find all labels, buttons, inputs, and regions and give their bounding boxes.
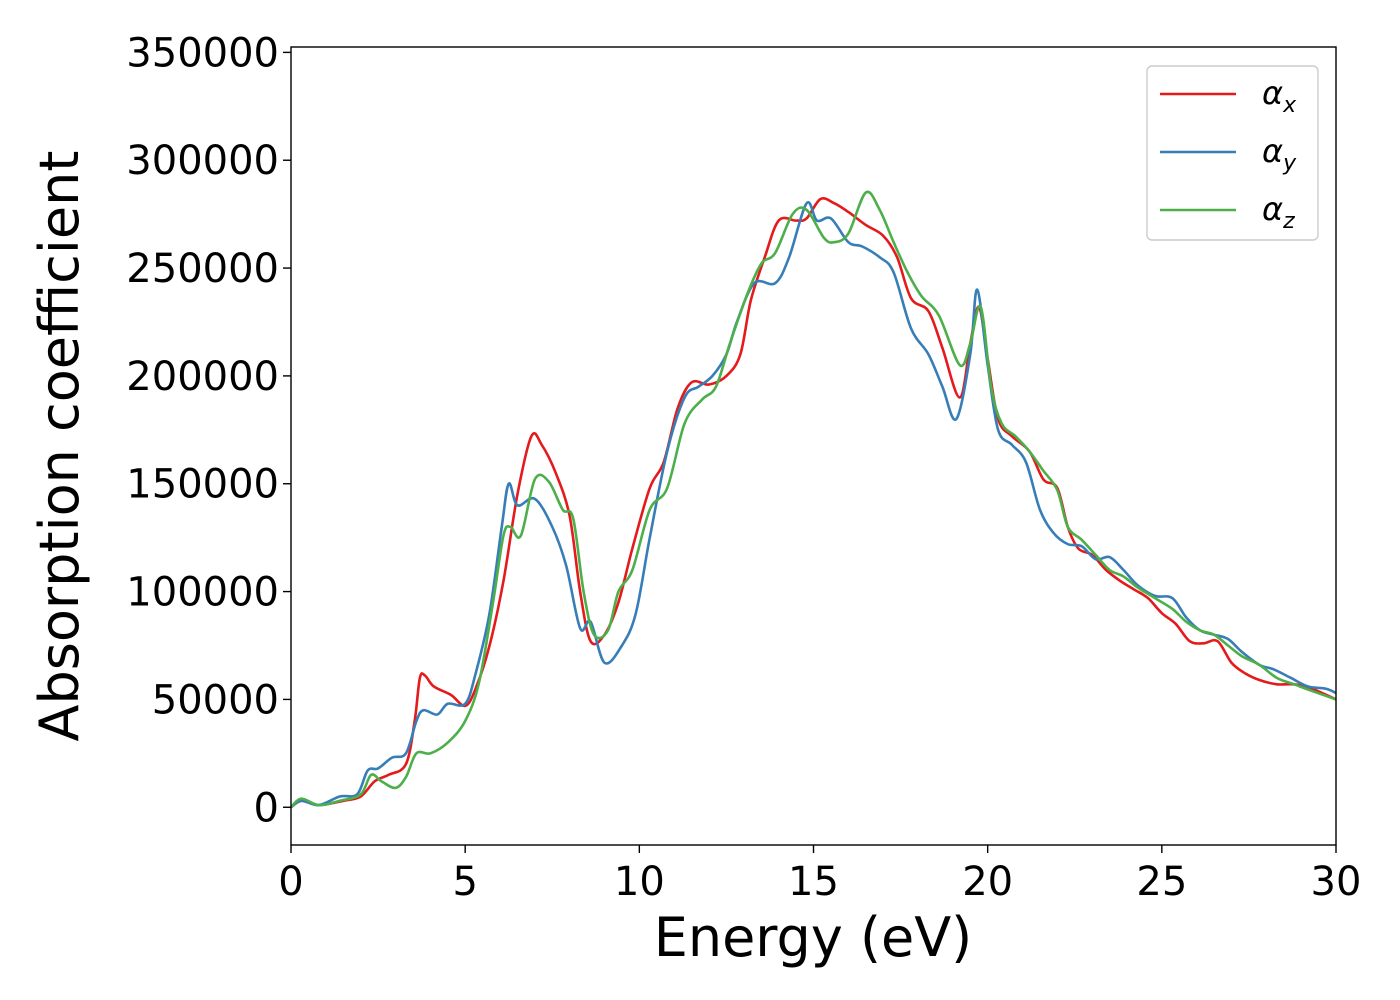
legend-label-x: αx [1262,74,1297,118]
x-tick-label: 25 [1136,859,1187,905]
x-tick-label: 15 [788,859,839,905]
y-tick-label: 0 [254,785,279,831]
y-axis-title: Absorption coefficient [28,151,91,742]
series-line-x [291,197,1336,809]
y-tick-label: 200000 [126,354,279,400]
y-tick-label: 300000 [126,138,279,184]
y-axis-ticks: 0 50000 100000 150000 200000 250000 300000 3500… [126,30,291,831]
series-line-y [291,200,1336,809]
x-axis-ticks: 0 5 10 15 20 25 30 [278,845,1361,905]
x-tick-label: 5 [452,859,477,905]
x-tick-label: 30 [1311,859,1362,905]
series-line-z [291,190,1336,809]
legend: αx αy αz [1146,65,1319,241]
y-tick-label: 150000 [126,462,279,508]
y-tick-label: 100000 [126,570,279,616]
legend-label-y: αy [1262,132,1297,176]
x-axis-title: Energy (eV) [654,906,973,969]
legend-label-z: αz [1262,190,1295,234]
y-tick-label: 250000 [126,246,279,292]
y-tick-label: 350000 [126,30,279,76]
x-tick-label: 20 [962,859,1013,905]
x-tick-label: 10 [614,859,665,905]
plot-lines [291,190,1336,809]
x-tick-label: 0 [278,859,303,905]
y-tick-label: 50000 [152,677,279,723]
